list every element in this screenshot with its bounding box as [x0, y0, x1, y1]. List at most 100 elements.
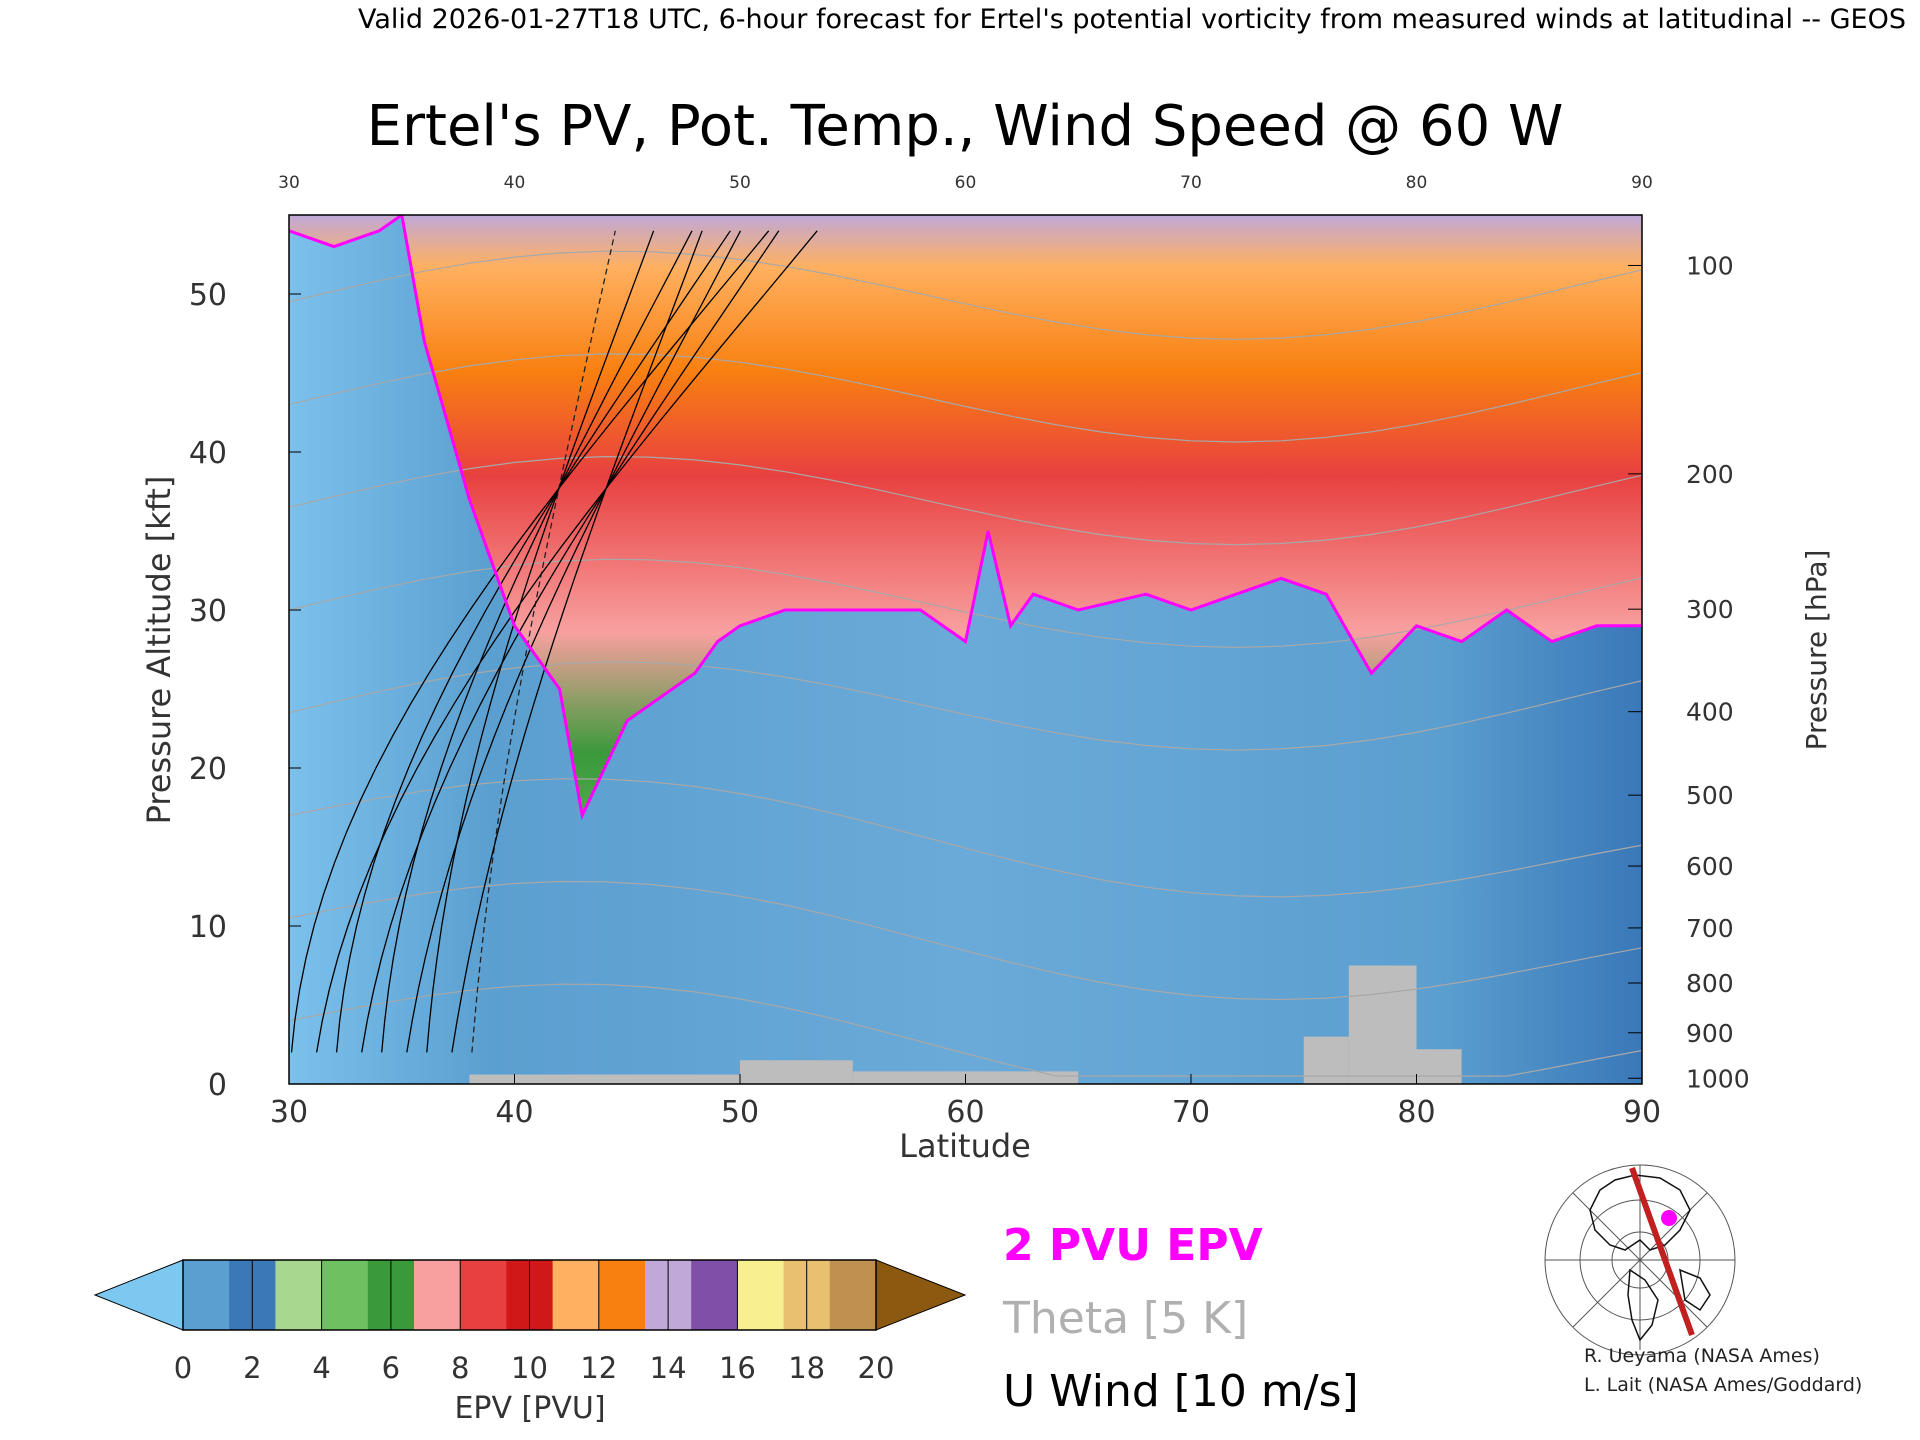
map-meridian-4	[1572, 1192, 1708, 1328]
colorbar-swatch-8	[552, 1260, 600, 1330]
x-tick-label-90: 90	[1623, 1095, 1661, 1130]
plot-area	[289, 215, 1642, 1084]
colorbar-tick-label-4: 4	[312, 1351, 330, 1385]
colorbar-tick-label-8: 8	[451, 1351, 469, 1385]
colorbar-tick-label-10: 10	[511, 1351, 548, 1385]
colorbar-swatch-0	[183, 1260, 230, 1330]
topography-block-3	[1303, 1036, 1349, 1084]
pressure-tick-label-1000: 1000	[1686, 1064, 1750, 1093]
topography-block-4	[1348, 965, 1417, 1084]
theta-contour-340	[289, 661, 1642, 751]
colorbar-tick-label-20: 20	[858, 1351, 895, 1385]
pressure-tick-label-100: 100	[1686, 251, 1734, 280]
troposphere-fill	[289, 215, 1642, 1084]
u-wind-contour--10	[471, 230, 616, 1053]
credit-line-2: L. Lait (NASA Ames/Goddard)	[1584, 1374, 1862, 1396]
top-x-tick-label-60: 60	[955, 173, 977, 193]
two-pvu-tropopause-line	[289, 215, 1642, 821]
top-x-tick-label-80: 80	[1406, 173, 1428, 193]
colorbar-swatch-2	[275, 1260, 323, 1330]
x-tick-label-80: 80	[1397, 1095, 1435, 1130]
colorbar-tick-label-0: 0	[174, 1351, 192, 1385]
colorbar-tick-label-18: 18	[788, 1351, 825, 1385]
locator-map	[1540, 1150, 1740, 1356]
u-wind-contour-70	[290, 230, 770, 1053]
x-axis: 30 40 50 60 70 80 90	[270, 1074, 1661, 1130]
u-wind-contour-20	[406, 230, 742, 1053]
y-tick-label-40: 40	[189, 436, 227, 471]
theta-contour-300	[289, 880, 1642, 1001]
pressure-tick-label-200: 200	[1686, 460, 1734, 489]
theta-contour-380	[289, 455, 1642, 546]
pressure-tick-label-700: 700	[1686, 914, 1734, 943]
top-x-tick-label-30: 30	[278, 173, 300, 193]
u-wind-contour-50	[335, 230, 731, 1053]
colorbar-swatch-5	[414, 1260, 461, 1330]
legend-theta: Theta [5 K]	[1002, 1293, 1248, 1344]
colorbar-swatch-14	[829, 1260, 877, 1330]
u-wind-contour-40	[361, 230, 780, 1053]
pressure-tick-label-800: 800	[1686, 969, 1734, 998]
x-tick-label-40: 40	[495, 1095, 533, 1130]
theta-contour-360	[289, 558, 1642, 649]
colorbar-tick-label-2: 2	[243, 1351, 261, 1385]
colorbar-swatch-6	[460, 1260, 507, 1330]
x-axis-label: Latitude	[899, 1127, 1031, 1165]
top-x-tick-label-50: 50	[729, 173, 751, 193]
topography-block-0	[469, 1074, 740, 1084]
chart-title: Ertel's PV, Pot. Temp., Wind Speed @ 60 …	[367, 94, 1564, 159]
theta-contour-420	[289, 250, 1642, 340]
y-axis-label-left: Pressure Altitude [kft]	[140, 476, 178, 825]
y-tick-label-20: 20	[189, 752, 227, 787]
top-x-tick-label-90: 90	[1631, 173, 1653, 193]
colorbar-tick-label-6: 6	[382, 1351, 400, 1385]
u-wind-contour-60	[315, 230, 818, 1053]
x-tick-label-70: 70	[1172, 1095, 1210, 1130]
map-coastlines	[1589, 1174, 1711, 1342]
topography-mask	[469, 965, 1462, 1084]
topography-block-1	[740, 1060, 853, 1084]
y-tick-label-0: 0	[208, 1068, 227, 1103]
epv-colorbar: 0 2 4 6 8 10 12 14 16 18 20	[93, 1259, 967, 1385]
map-location-marker	[1661, 1210, 1677, 1226]
x-tick-label-30: 30	[270, 1095, 308, 1130]
pressure-tick-label-900: 900	[1686, 1019, 1734, 1048]
valid-time-caption: Valid 2026-01-27T18 UTC, 6-hour forecast…	[358, 4, 1906, 35]
legend-2pvu: 2 PVU EPV	[1003, 1220, 1263, 1271]
top-x-axis: 30 40 50 60 70 80 90	[278, 173, 1653, 193]
colorbar-swatch-3	[321, 1260, 369, 1330]
u-wind-contour-30	[381, 230, 693, 1053]
pressure-tick-label-600: 600	[1686, 852, 1734, 881]
theta-contour-400	[289, 353, 1642, 443]
colorbar-swatch-11	[691, 1260, 738, 1330]
colorbar-tick-label-14: 14	[650, 1351, 687, 1385]
credit-line-1: R. Ueyama (NASA Ames)	[1584, 1345, 1820, 1367]
u-wind-contours	[290, 230, 818, 1053]
y-axis-label-right: Pressure [hPa]	[1800, 550, 1833, 751]
pressure-tick-label-400: 400	[1686, 698, 1734, 727]
top-x-tick-label-40: 40	[504, 173, 526, 193]
top-x-tick-label-70: 70	[1180, 173, 1202, 193]
colorbar-label: EPV [PVU]	[454, 1391, 605, 1426]
u-wind-contour-0	[451, 230, 703, 1053]
colorbar-tick-label-16: 16	[719, 1351, 756, 1385]
x-tick-label-60: 60	[946, 1095, 984, 1130]
legend-wind: U Wind [10 m/s]	[1003, 1366, 1359, 1417]
u-wind-contour-10	[426, 230, 655, 1053]
right-y-axis: 1000 900 800 700 600 500 400 300 200 100	[1628, 251, 1750, 1093]
left-y-axis: 0 10 20 30 40 50	[189, 278, 301, 1103]
colorbar-under-arrow	[93, 1259, 184, 1331]
y-tick-label-10: 10	[189, 910, 227, 945]
topography-block-5	[1416, 1049, 1462, 1084]
y-tick-label-50: 50	[189, 278, 227, 313]
colorbar-swatch-9	[598, 1260, 646, 1330]
colorbar-tick-label-12: 12	[580, 1351, 617, 1385]
x-tick-label-50: 50	[721, 1095, 759, 1130]
pressure-tick-label-500: 500	[1686, 781, 1734, 810]
colorbar-over-arrow	[875, 1259, 967, 1331]
colorbar-swatch-12	[737, 1260, 785, 1330]
theta-contour-320	[289, 778, 1642, 898]
map-section-line	[1629, 1166, 1695, 1337]
pressure-tick-label-300: 300	[1686, 595, 1734, 624]
